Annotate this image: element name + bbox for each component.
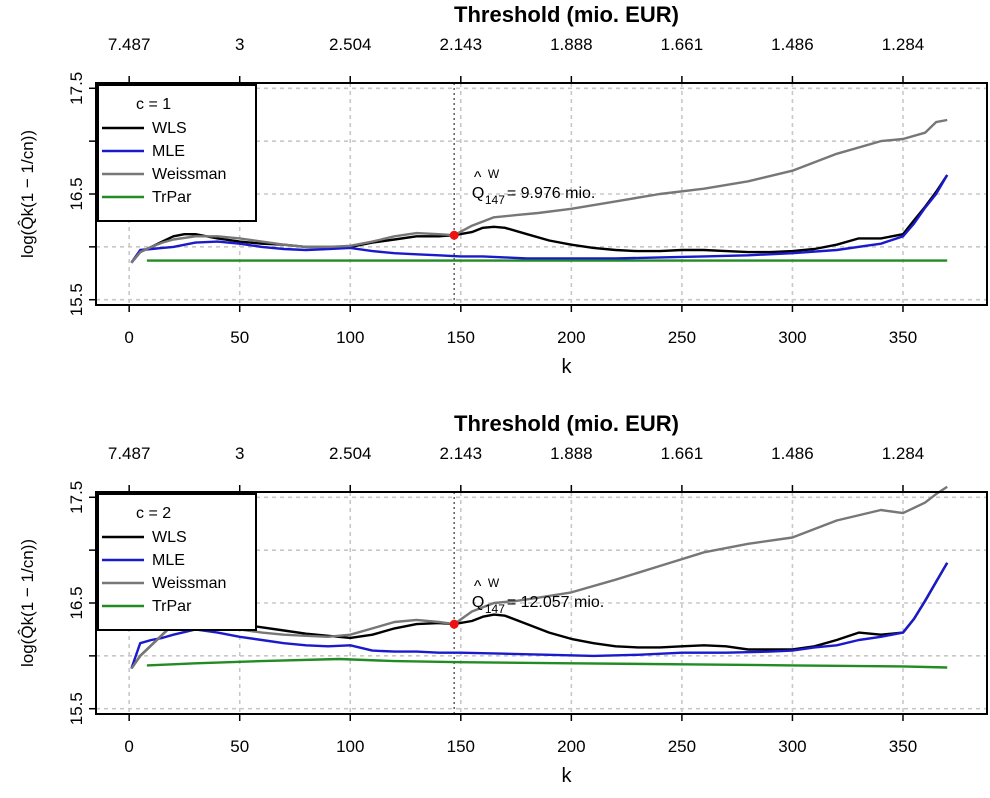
- series-line-weissman: [130, 118, 948, 264]
- x-tick-label: 50: [230, 737, 249, 756]
- series-line-mle: [130, 174, 949, 264]
- x-tick-label: 150: [447, 737, 475, 756]
- legend-label-mle: MLE: [152, 552, 185, 569]
- top-tick-label: 1.284: [882, 35, 925, 54]
- annotation-hat: ^: [474, 578, 482, 595]
- top-tick-label: 3: [235, 35, 244, 54]
- y-tick-label: 15.5: [67, 692, 86, 725]
- chart-panel-2: ^QW 147 = 12.057 mio. 0 50 100 150 200 250 300 350…: [17, 411, 988, 787]
- annotation-text: = 9.976 mio.: [507, 185, 596, 202]
- legend: c = 1 WLS MLE Weissman TrPar: [97, 84, 257, 222]
- top-axis-title: Threshold (mio. EUR): [454, 411, 679, 436]
- annotation: ^QW 147 = 12.057 mio.: [472, 576, 604, 616]
- highlight-point: [449, 619, 459, 629]
- series-line-mle: [130, 562, 949, 669]
- legend-label-weissman: Weissman: [152, 166, 226, 183]
- legend-label-trpar: TrPar: [152, 189, 192, 206]
- annotation-subscript: 147: [485, 602, 505, 616]
- y-axis-label: log(Q̂k(1 − 1/cn)): [17, 130, 37, 258]
- y-tick-label: 16.5: [67, 177, 86, 210]
- top-axis-title: Threshold (mio. EUR): [454, 2, 679, 27]
- annotation-text: = 12.057 mio.: [507, 594, 604, 611]
- x-tick-label: 100: [336, 737, 364, 756]
- x-tick-label: 300: [778, 737, 806, 756]
- annotation-symbol: Q: [472, 185, 484, 202]
- legend-box: [97, 84, 257, 222]
- top-tick-label: 1.888: [550, 35, 593, 54]
- annotation-superscript: W: [488, 576, 500, 590]
- series-line-trpar: [146, 657, 948, 669]
- legend-label-mle: MLE: [152, 143, 185, 160]
- annotation: ^QW 147 = 9.976 mio.: [472, 167, 596, 207]
- x-tick-label: 50: [230, 328, 249, 347]
- legend: c = 2 WLS MLE Weissman TrPar: [97, 493, 257, 631]
- x-tick-label: 250: [668, 737, 696, 756]
- x-axis-label: k: [562, 765, 573, 787]
- top-tick-label: 2.504: [329, 444, 372, 463]
- x-tick-label: 300: [778, 328, 806, 347]
- top-tick-label: 2.143: [440, 444, 483, 463]
- top-tick-label: 3: [235, 444, 244, 463]
- annotation-symbol: Q: [472, 594, 484, 611]
- chart-panel-1: ^QW 147 = 9.976 mio. 0 50 100 150 200 250 300 350 k…: [17, 2, 988, 378]
- annotation-superscript: W: [488, 167, 500, 181]
- legend-label-wls: WLS: [152, 120, 187, 137]
- x-tick-label: 0: [124, 328, 133, 347]
- x-axis-label: k: [562, 356, 573, 378]
- legend-title: c = 2: [136, 505, 171, 522]
- x-tick-label: 250: [668, 328, 696, 347]
- x-tick-label: 350: [889, 328, 917, 347]
- y-tick-label: 17.5: [67, 481, 86, 514]
- top-tick-label: 7.487: [108, 35, 151, 54]
- x-tick-label: 200: [557, 328, 585, 347]
- x-tick-label: 100: [336, 328, 364, 347]
- y-tick-label: 15.5: [67, 283, 86, 316]
- x-tick-label: 200: [557, 737, 585, 756]
- x-tick-label: 350: [889, 737, 917, 756]
- legend-box: [97, 493, 257, 631]
- top-tick-label: 1.486: [771, 444, 814, 463]
- top-tick-label: 7.487: [108, 444, 151, 463]
- annotation-hat: ^: [474, 169, 482, 186]
- x-tick-label: 150: [447, 328, 475, 347]
- top-tick-label: 1.486: [771, 35, 814, 54]
- legend-label-weissman: Weissman: [152, 575, 226, 592]
- x-tick-label: 0: [124, 737, 133, 756]
- legend-label-wls: WLS: [152, 529, 187, 546]
- top-tick-label: 1.888: [550, 444, 593, 463]
- y-axis-label: log(Q̂k(1 − 1/cn)): [17, 539, 37, 667]
- top-tick-label: 2.143: [440, 35, 483, 54]
- highlight-point: [449, 230, 459, 240]
- top-tick-label: 2.504: [329, 35, 372, 54]
- legend-title: c = 1: [136, 96, 171, 113]
- top-tick-label: 1.661: [661, 444, 704, 463]
- legend-label-trpar: TrPar: [152, 598, 192, 615]
- annotation-subscript: 147: [485, 193, 505, 207]
- top-tick-label: 1.284: [882, 444, 925, 463]
- y-tick-label: 16.5: [67, 586, 86, 619]
- y-tick-label: 17.5: [67, 72, 86, 105]
- top-tick-label: 1.661: [661, 35, 704, 54]
